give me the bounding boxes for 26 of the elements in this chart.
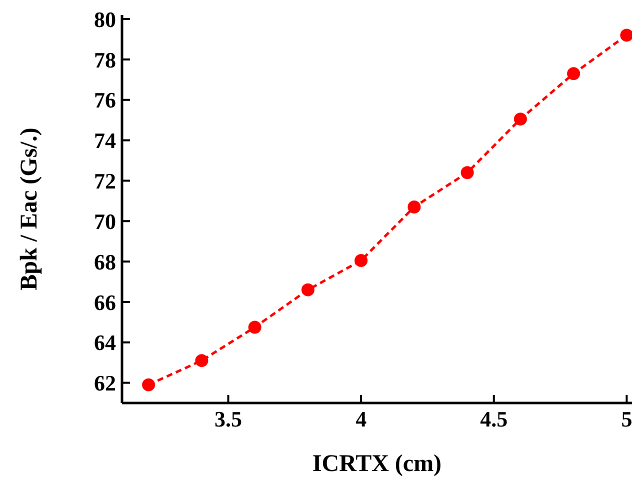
x-tick-label: 3.5 — [214, 406, 242, 432]
y-tick-label: 72 — [94, 168, 116, 194]
point — [354, 254, 368, 268]
point — [195, 354, 208, 368]
y-tick-label: 68 — [94, 249, 116, 274]
point — [567, 67, 580, 80]
y-tick-label: 78 — [94, 47, 116, 72]
point — [248, 320, 262, 334]
y-tick-label: 64 — [94, 330, 116, 356]
point — [514, 112, 527, 126]
point — [301, 283, 314, 296]
x-axis-title: ICRTX (cm) — [312, 451, 442, 477]
y-tick-label: 62 — [94, 370, 116, 396]
point — [142, 378, 156, 392]
x-tick-label: 4.5 — [480, 406, 508, 432]
point — [460, 166, 474, 180]
y-axis-title: Bpk / Eac (Gs/.) — [16, 128, 43, 290]
point — [408, 200, 421, 214]
y-tick-label: 74 — [94, 128, 116, 154]
y-tick-label: 70 — [94, 208, 116, 234]
y-tick-label: 80 — [94, 6, 116, 32]
x-tick-label: 4 — [356, 406, 367, 432]
point — [620, 28, 632, 42]
y-tick-label: 76 — [94, 88, 116, 113]
x-tick-label: 5 — [621, 406, 632, 432]
y-tick-label: 66 — [94, 290, 116, 315]
